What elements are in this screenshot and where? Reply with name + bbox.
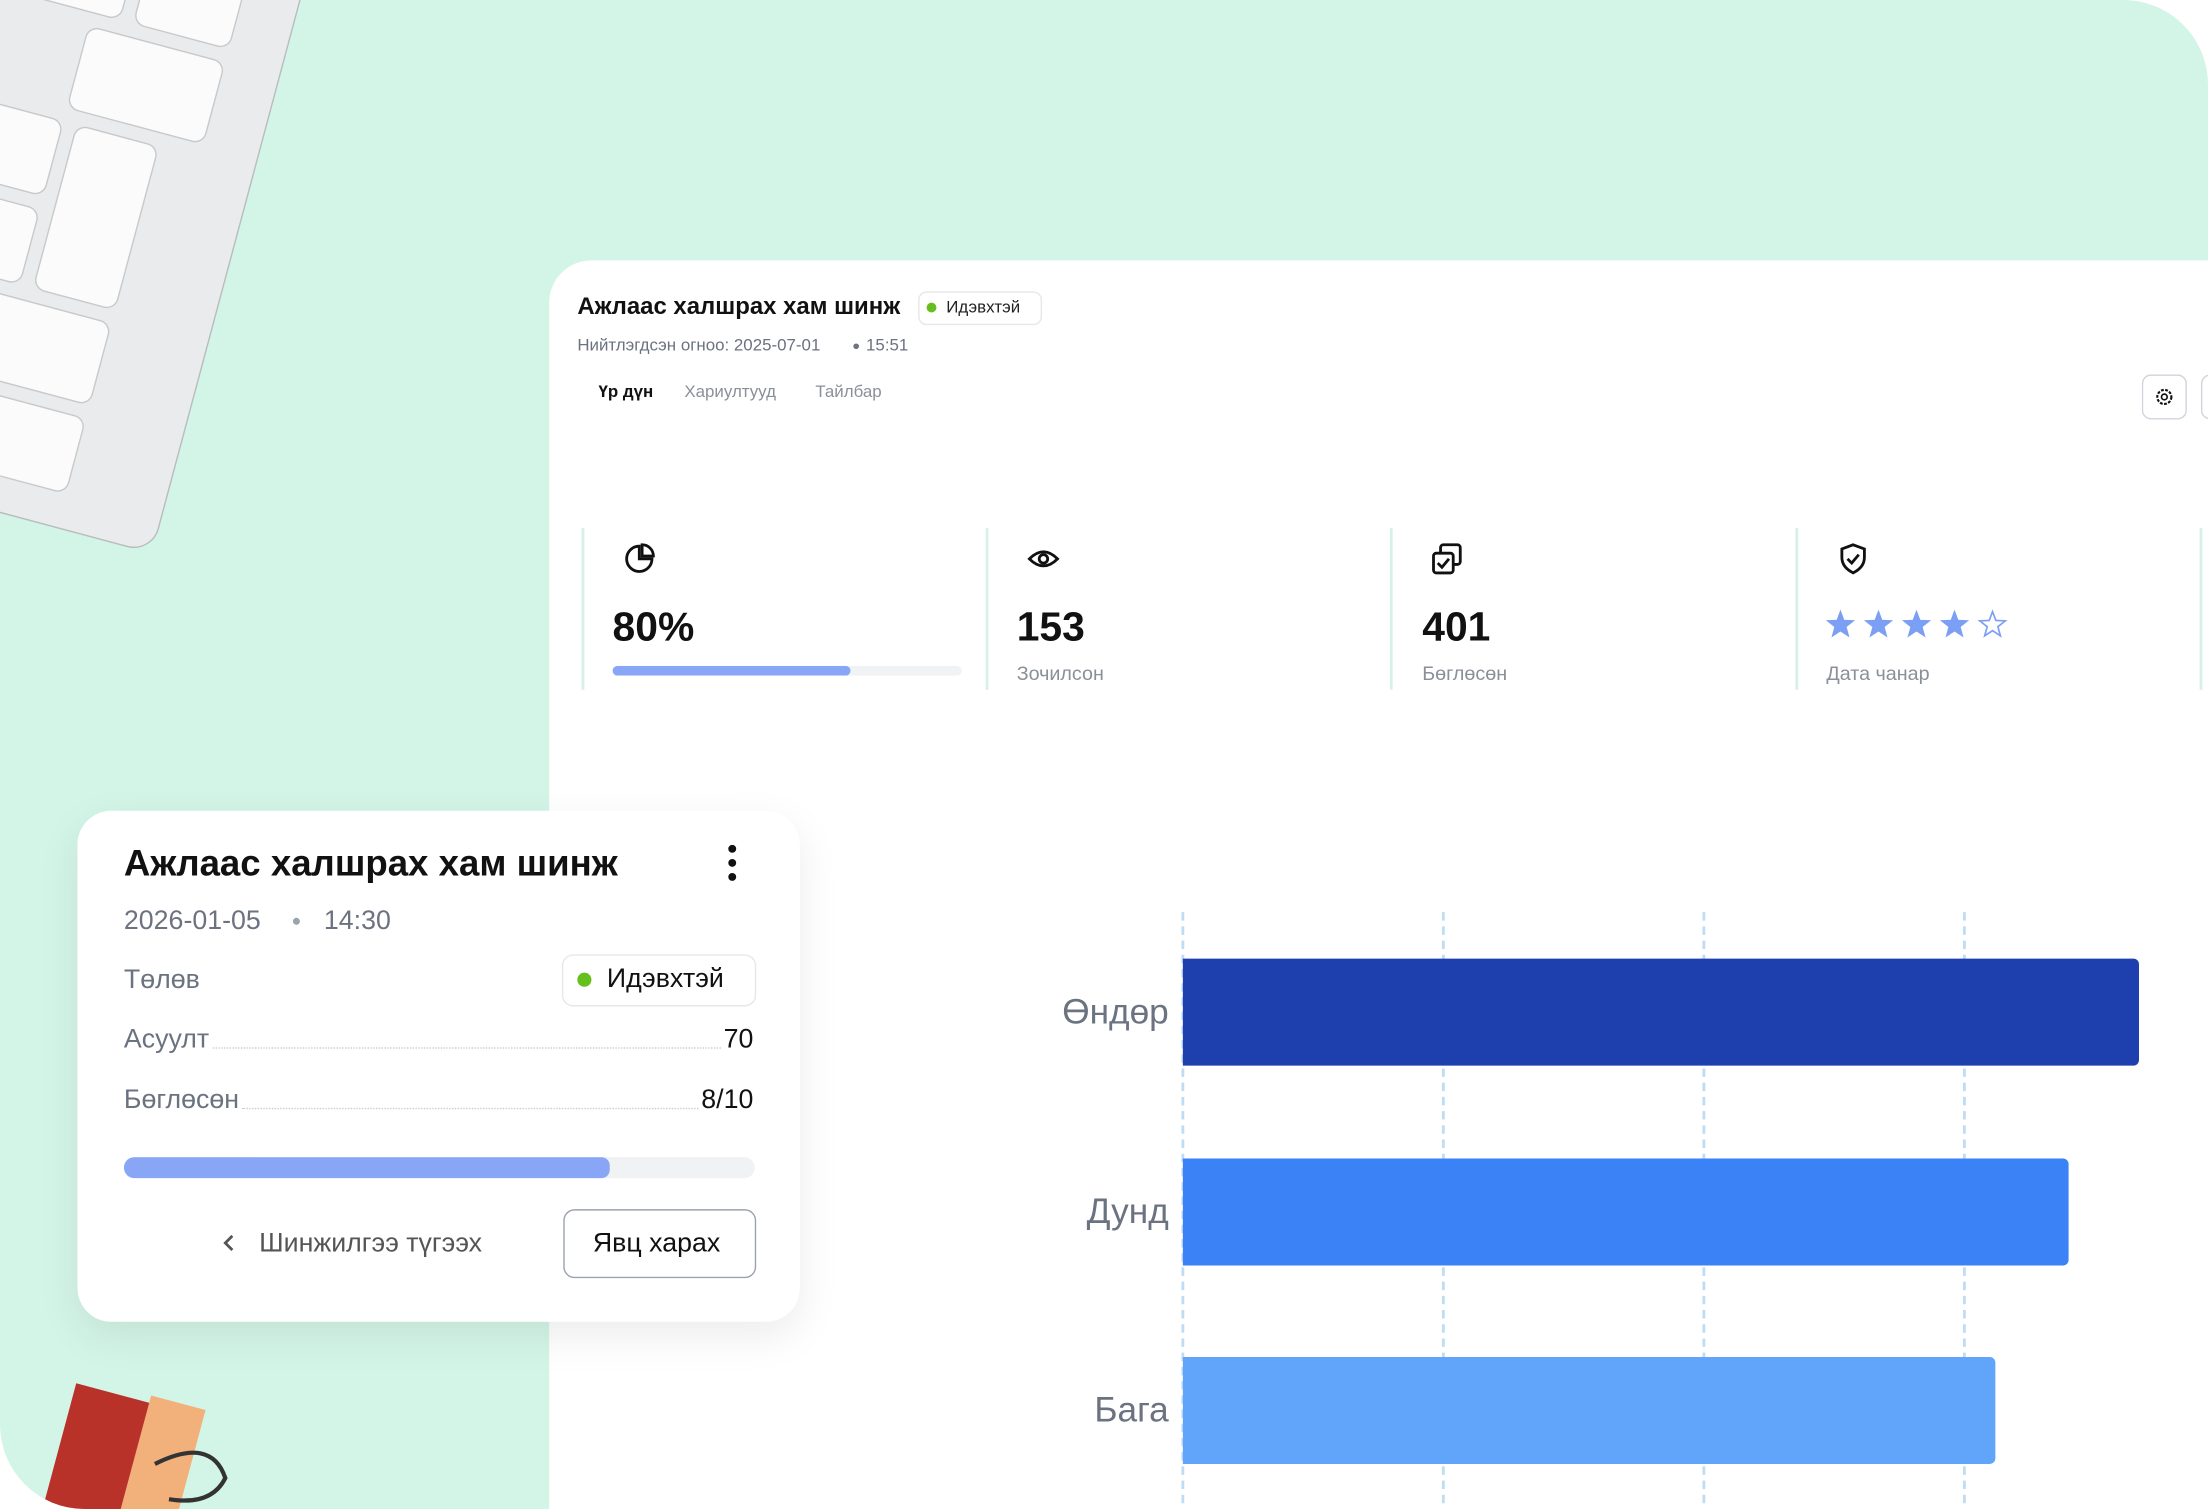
status-text: Идэвхтэй <box>946 297 1021 317</box>
tab[interactable]: Хариултууд <box>684 381 776 402</box>
keyboard-decoration <box>0 0 308 549</box>
status-text: Идэвхтэй <box>606 964 724 994</box>
star <box>1825 609 1856 638</box>
tab[interactable]: Тайлбар <box>815 381 882 402</box>
report-panel <box>549 260 2208 1509</box>
card-title: Ажлаас халшрах хам шинж <box>123 841 618 885</box>
view-button[interactable] <box>563 1209 757 1279</box>
stat-value: 153 <box>1016 605 1085 651</box>
progress-fill <box>123 1157 610 1179</box>
eye-icon <box>1027 550 1060 568</box>
stat-value: 80% <box>612 605 695 651</box>
progress-track <box>123 1157 755 1179</box>
report-title: Ажлаас халшрах хам шинж <box>577 292 901 320</box>
stat-divider <box>581 527 585 690</box>
stat-divider <box>1795 527 1799 690</box>
card-time: 14:30 <box>323 906 391 937</box>
pie-icon <box>625 543 655 573</box>
stat-value: 401 <box>1422 605 1491 651</box>
category-label: Бага <box>1094 1390 1169 1431</box>
separator-dot <box>853 343 859 350</box>
chevron-left <box>223 1234 234 1251</box>
shield-icon <box>1840 543 1866 575</box>
binder-clip-decoration <box>39 1383 228 1509</box>
stat-divider <box>2199 527 2203 690</box>
copy-check-icon <box>1432 543 1462 575</box>
info-row: Асуулт 70 <box>124 1025 753 1056</box>
star <box>1939 609 1970 638</box>
star <box>1977 609 2008 638</box>
row-label: Бөглөсөн <box>123 1085 240 1115</box>
progress-track <box>612 665 962 676</box>
stat-divider <box>985 527 989 690</box>
row-label: Асуулт <box>123 1024 210 1055</box>
category-label: Өндөр <box>1062 992 1169 1032</box>
stat-label: Бөглөсөн <box>1422 661 1508 685</box>
progress-fill <box>612 665 851 676</box>
separator-dot <box>292 917 300 925</box>
rating-stars <box>1825 609 2008 638</box>
leader <box>211 1047 721 1049</box>
bar <box>1182 1356 1996 1464</box>
published-date: Нийтлэгдсэн огноо: 2025-07-01 <box>577 335 821 355</box>
status-label: Төлөв <box>123 965 200 996</box>
status-badge <box>918 291 1043 326</box>
status-dot <box>577 972 592 987</box>
info-row: Бөглөсөн 8/10 <box>124 1085 753 1116</box>
view-button-text[interactable]: Явц харах <box>592 1228 721 1259</box>
status-dot <box>926 302 937 313</box>
stat-divider <box>1389 527 1393 690</box>
status-badge <box>561 954 757 1007</box>
row-value: 8/10 <box>701 1085 754 1115</box>
row-value: 70 <box>723 1024 754 1055</box>
tab[interactable]: Үр дүн <box>598 381 654 402</box>
bar <box>1182 1157 2069 1265</box>
leader <box>241 1107 699 1110</box>
card-date: 2026-01-05 <box>123 906 261 937</box>
more-menu[interactable] <box>721 843 744 885</box>
published-time: 15:51 <box>866 335 909 355</box>
stat-label: Дата чанар <box>1826 661 1930 685</box>
star <box>1863 609 1894 638</box>
star <box>1901 609 1932 638</box>
share-button[interactable]: Шинжилгээ түгээх <box>259 1228 483 1259</box>
category-label: Дунд <box>1086 1191 1169 1231</box>
bar <box>1182 958 2139 1066</box>
stat-label: Зочилсон <box>1016 661 1104 685</box>
settings-button[interactable] <box>2141 374 2208 420</box>
